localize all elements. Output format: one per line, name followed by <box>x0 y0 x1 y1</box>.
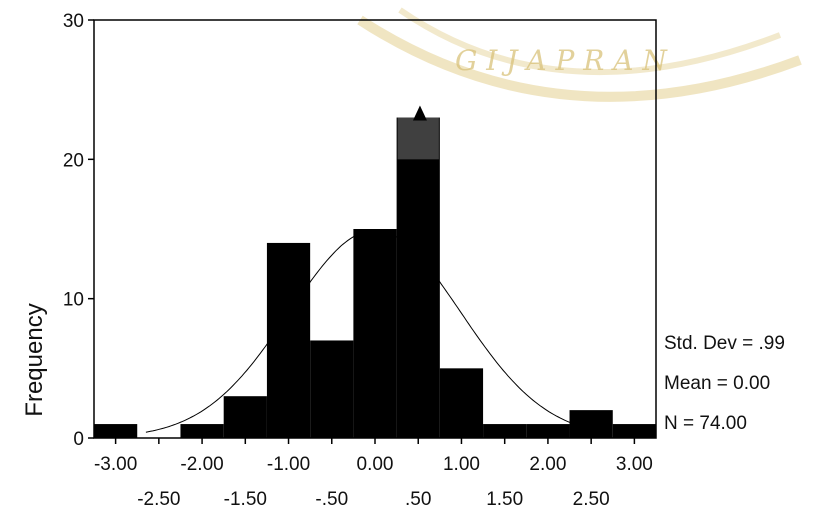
stats-block: Std. Dev = .99 Mean = 0.00 N = 74.00 <box>664 333 785 434</box>
x-tick-label: 3.00 <box>616 454 653 475</box>
histogram-bar-highlight <box>397 117 439 160</box>
histogram-bar <box>223 396 267 438</box>
histogram-bar <box>483 424 527 438</box>
x-tick-label: 1.50 <box>486 489 523 509</box>
x-tick-label: -2.50 <box>137 489 180 509</box>
stat-std-dev: Std. Dev = .99 <box>664 333 785 354</box>
stat-mean: Mean = 0.00 <box>664 373 770 394</box>
histogram-bar <box>612 424 656 438</box>
histogram-bar <box>353 229 397 438</box>
y-axis-label: Frequency <box>21 303 48 416</box>
x-tick-label: .50 <box>405 489 431 509</box>
x-axis: -3.00 -2.00 -1.00 0.00 1.00 2.00 3.00 -2.50 -1.5… <box>94 438 653 509</box>
histogram-bar <box>94 424 138 438</box>
bars-layer <box>94 117 656 439</box>
y-tick-label: 20 <box>63 150 84 171</box>
watermark: G I J A P R A N <box>357 7 802 102</box>
x-tick-label: 0.00 <box>357 454 394 475</box>
watermark-text: G I J A P R A N <box>455 44 668 77</box>
x-tick-label: -2.00 <box>180 454 223 475</box>
x-tick-label: 2.50 <box>573 489 610 509</box>
y-tick-label: 30 <box>63 11 84 32</box>
histogram-bar <box>180 424 224 438</box>
x-tick-label: -.50 <box>315 489 348 509</box>
histogram-bar <box>266 242 311 438</box>
x-tick-label: -1.50 <box>224 489 267 509</box>
watermark-arc <box>357 15 802 102</box>
histogram-bar <box>569 410 613 438</box>
watermark-arc-2 <box>398 7 782 76</box>
peak-marker-icon <box>412 105 427 121</box>
x-tick-label: 1.00 <box>443 454 480 475</box>
x-tick-label: 2.00 <box>529 454 566 475</box>
x-tick-label: -1.00 <box>267 454 310 475</box>
x-tick-label: -3.00 <box>94 454 137 475</box>
histogram-bar <box>396 117 440 439</box>
marker-layer <box>412 105 427 121</box>
stat-n: N = 74.00 <box>664 413 747 434</box>
histogram-bar <box>439 368 484 438</box>
y-tick-label: 10 <box>63 290 84 311</box>
normal-curve <box>145 229 605 433</box>
y-axis: 0 10 20 30 <box>63 11 94 450</box>
y-tick-label: 0 <box>73 429 84 450</box>
histogram-bar <box>310 340 354 438</box>
histogram-bar <box>526 424 570 438</box>
